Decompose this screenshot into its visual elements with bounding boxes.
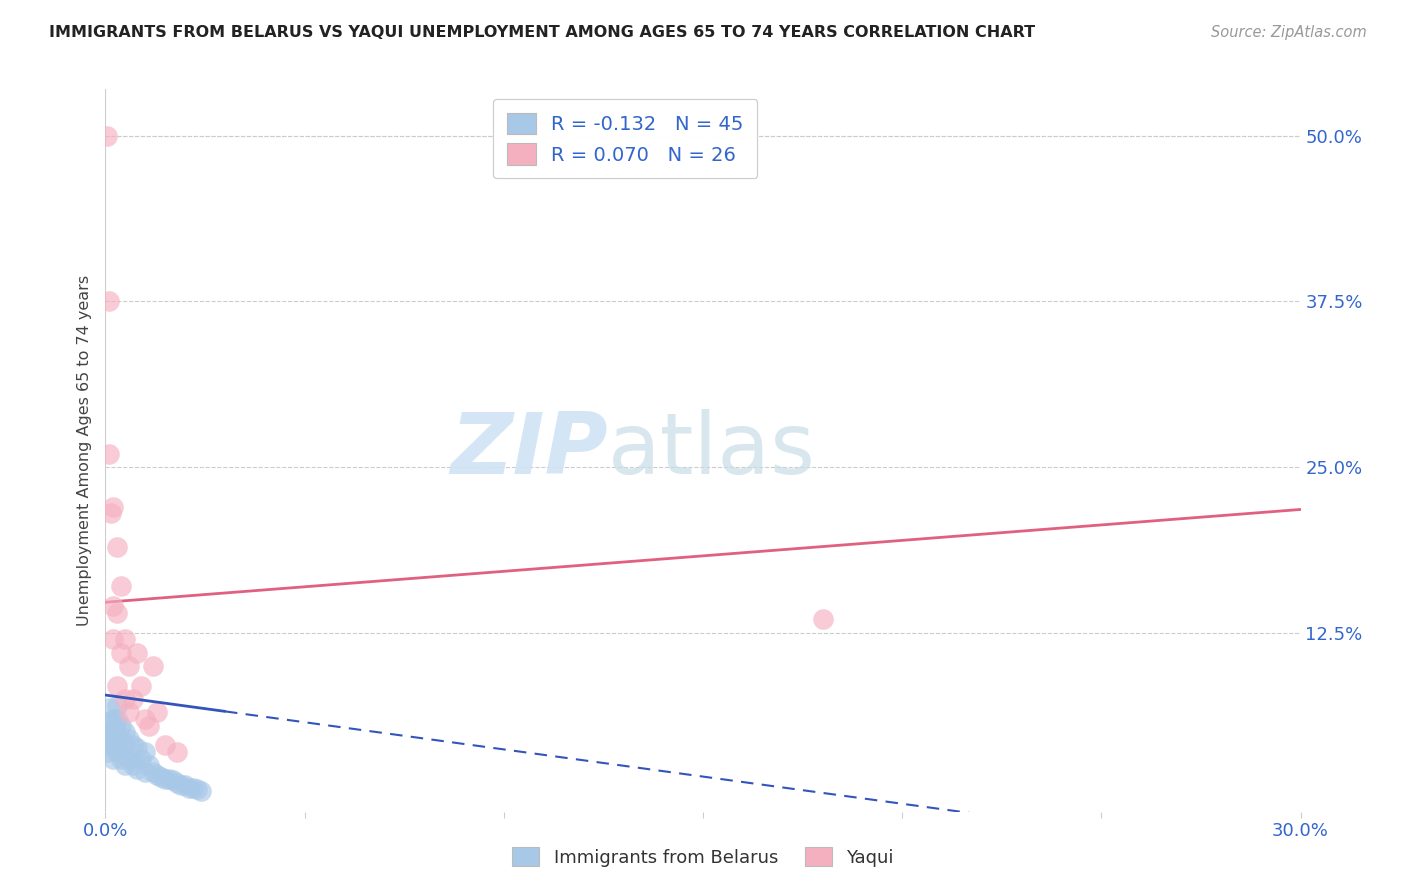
- Point: [127, 762, 149, 776]
- Point: [103, 500, 125, 514]
- Text: IMMIGRANTS FROM BELARUS VS YAQUI UNEMPLOYMENT AMONG AGES 65 TO 74 YEARS CORRELAT: IMMIGRANTS FROM BELARUS VS YAQUI UNEMPLO…: [49, 25, 1035, 40]
- Point: [114, 739, 136, 753]
- Point: [138, 718, 160, 732]
- Point: [166, 775, 188, 789]
- Point: [129, 679, 153, 693]
- Point: [153, 772, 177, 786]
- Text: atlas: atlas: [607, 409, 815, 492]
- Point: [98, 731, 121, 746]
- Point: [177, 780, 201, 795]
- Point: [150, 770, 173, 784]
- Point: [98, 447, 121, 461]
- Point: [122, 739, 145, 753]
- Point: [96, 128, 118, 143]
- Point: [100, 507, 122, 521]
- Point: [103, 739, 125, 753]
- Point: [103, 712, 125, 726]
- Point: [110, 731, 132, 746]
- Point: [103, 599, 125, 614]
- Legend: R = -0.132   N = 45, R = 0.070   N = 26: R = -0.132 N = 45, R = 0.070 N = 26: [494, 99, 758, 178]
- Point: [96, 745, 118, 759]
- Point: [134, 764, 156, 779]
- Point: [138, 758, 160, 772]
- Point: [107, 725, 129, 739]
- Legend: Immigrants from Belarus, Yaqui: Immigrants from Belarus, Yaqui: [505, 840, 901, 874]
- Point: [170, 778, 193, 792]
- Point: [107, 540, 129, 554]
- Y-axis label: Unemployment Among Ages 65 to 74 years: Unemployment Among Ages 65 to 74 years: [76, 275, 91, 626]
- Point: [122, 692, 145, 706]
- Text: ZIP: ZIP: [450, 409, 607, 492]
- Point: [107, 745, 129, 759]
- Point: [142, 764, 165, 779]
- Point: [114, 758, 136, 772]
- Point: [190, 783, 212, 797]
- Point: [100, 725, 122, 739]
- Point: [107, 606, 129, 620]
- Point: [811, 612, 834, 626]
- Point: [118, 706, 141, 720]
- Point: [98, 701, 121, 715]
- Point: [122, 758, 145, 772]
- Point: [107, 679, 129, 693]
- Point: [110, 752, 132, 766]
- Point: [146, 706, 169, 720]
- Point: [114, 725, 136, 739]
- Point: [98, 714, 121, 729]
- Point: [118, 731, 141, 746]
- Point: [110, 646, 132, 660]
- Point: [118, 659, 141, 673]
- Point: [103, 752, 125, 766]
- Point: [98, 294, 121, 309]
- Point: [100, 739, 122, 753]
- Point: [134, 712, 156, 726]
- Point: [153, 739, 177, 753]
- Point: [186, 782, 208, 797]
- Point: [127, 646, 149, 660]
- Point: [127, 741, 149, 756]
- Point: [174, 778, 197, 792]
- Point: [103, 725, 125, 739]
- Point: [107, 698, 129, 713]
- Text: Source: ZipAtlas.com: Source: ZipAtlas.com: [1211, 25, 1367, 40]
- Point: [110, 718, 132, 732]
- Point: [146, 767, 169, 781]
- Point: [103, 632, 125, 647]
- Point: [107, 712, 129, 726]
- Point: [142, 659, 165, 673]
- Point: [129, 752, 153, 766]
- Point: [114, 632, 136, 647]
- Point: [104, 731, 127, 746]
- Point: [114, 692, 136, 706]
- Point: [166, 745, 188, 759]
- Point: [110, 579, 132, 593]
- Point: [118, 752, 141, 766]
- Point: [181, 780, 204, 795]
- Point: [162, 772, 184, 787]
- Point: [134, 745, 156, 759]
- Point: [104, 718, 127, 732]
- Point: [157, 772, 180, 786]
